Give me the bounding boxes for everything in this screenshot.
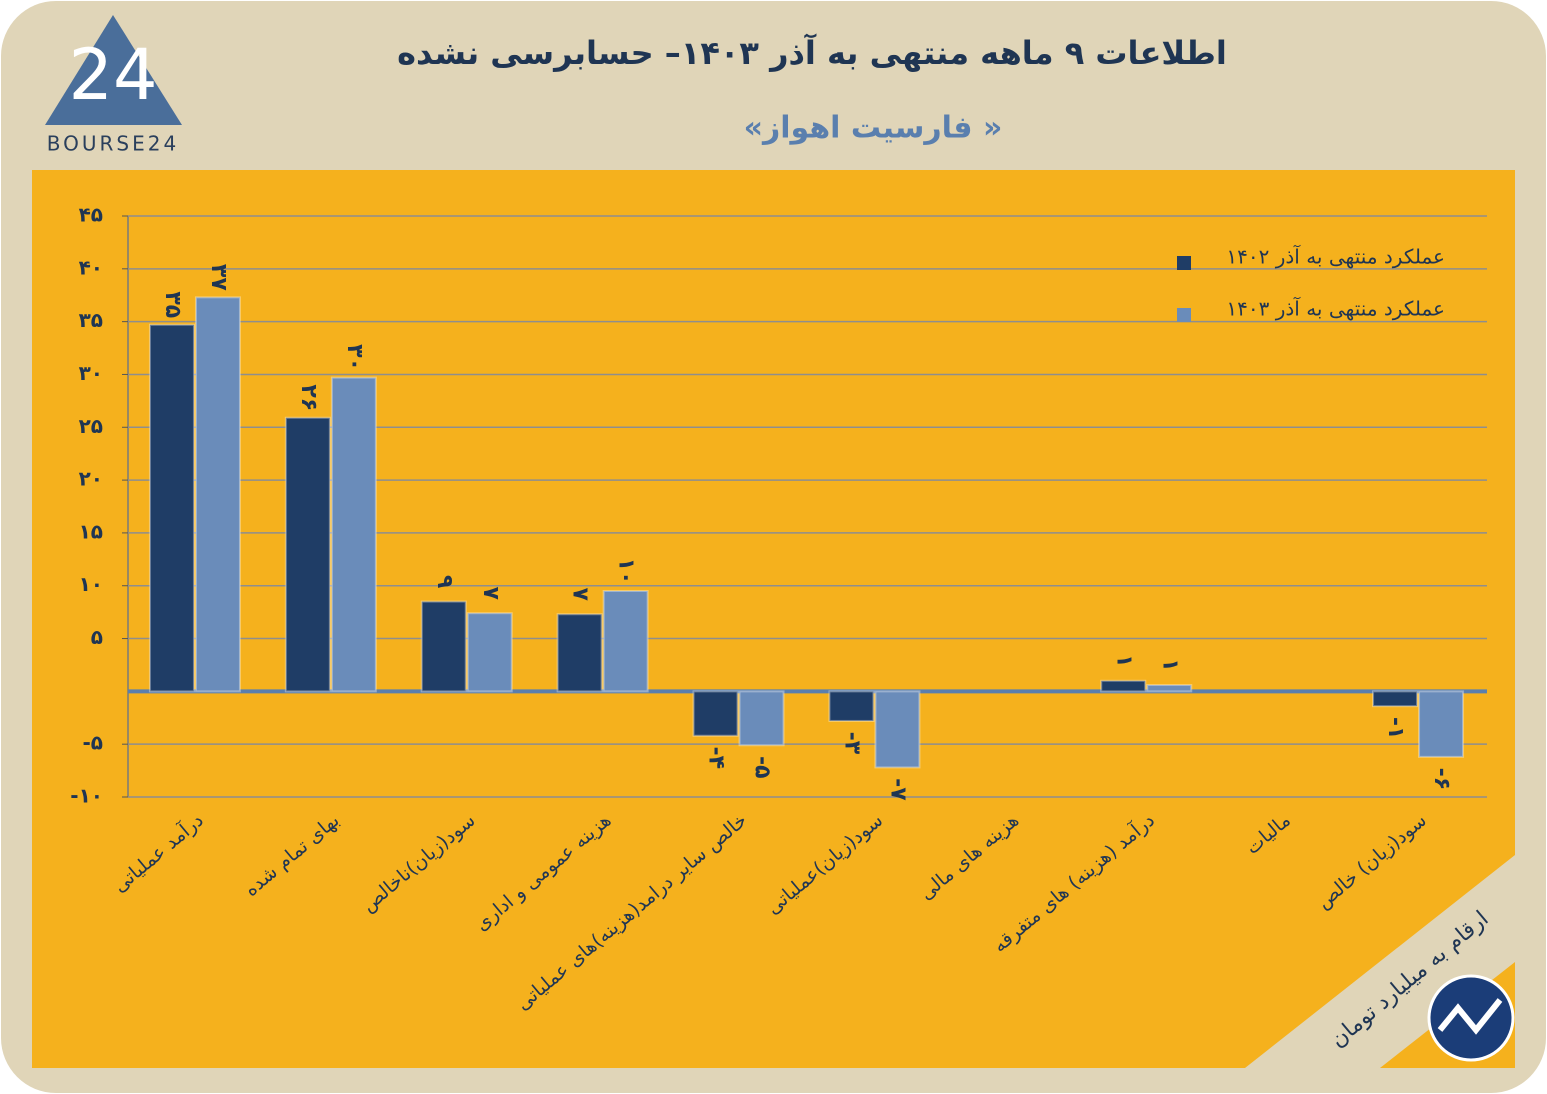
legend-swatch — [1177, 256, 1191, 270]
chart-title: اطلاعات ۹ ماهه منتهی به آذر ۱۴۰۳– حسابرس… — [397, 33, 1227, 72]
value-label: -۶ — [1429, 768, 1454, 791]
y-tick-label: ۳۵ — [79, 308, 103, 332]
legend-swatch — [1177, 308, 1191, 322]
value-label: ۳۷ — [206, 264, 231, 291]
chart-subtitle: «فارسیت اهواز » — [744, 111, 1003, 146]
bar — [828, 690, 875, 722]
y-tick-label: ۱۰ — [79, 572, 103, 596]
plot-panel — [32, 170, 1515, 1068]
value-label: ۷ — [478, 586, 503, 600]
value-label: ۷ — [568, 588, 593, 602]
y-tick-label: ۲۰ — [79, 467, 103, 491]
value-label: -۵ — [750, 756, 775, 779]
value-label: -۳ — [839, 732, 864, 755]
bar — [874, 690, 921, 769]
y-tick-label: ۴۰ — [79, 255, 103, 279]
value-label: -۱ — [1383, 717, 1408, 740]
value-label: -۷ — [885, 778, 910, 801]
logo-triangle — [45, 15, 182, 125]
y-tick-label: ۱۵ — [79, 519, 103, 543]
bar — [738, 690, 785, 747]
value-label: ۱ — [1157, 658, 1182, 671]
y-tick-label: ۵ — [91, 625, 103, 649]
y-tick-label: -۱۰ — [70, 784, 103, 808]
bar — [420, 600, 467, 693]
value-label: ۳۵ — [160, 291, 185, 318]
bar — [556, 613, 603, 693]
value-label: ۱۰ — [614, 558, 639, 585]
bar — [148, 323, 195, 693]
bar — [330, 376, 377, 693]
y-tick-label: ۲۵ — [79, 414, 103, 438]
bar — [1418, 690, 1465, 758]
y-tick-label: -۵ — [82, 731, 103, 755]
logo-text: BOURSE24 — [47, 132, 179, 156]
bar — [466, 612, 513, 693]
bar — [194, 296, 241, 693]
badge — [1427, 974, 1515, 1062]
y-tick-label: ۴۵ — [79, 203, 103, 227]
bar — [1146, 684, 1193, 693]
bar — [692, 690, 739, 737]
value-label: ۱ — [1111, 654, 1136, 667]
bar — [1372, 690, 1419, 708]
bar — [602, 590, 649, 693]
value-label: ۳۰ — [342, 344, 367, 371]
legend-label: عملکرد منتهی به آذر ۱۴۰۲ — [1226, 244, 1445, 269]
value-label: -۴ — [704, 746, 729, 769]
bar — [284, 416, 331, 693]
y-tick-label: ۳۰ — [79, 361, 103, 385]
legend-label: عملکرد منتهی به آذر ۱۴۰۳ — [1226, 296, 1445, 321]
value-label: ۹ — [432, 575, 457, 588]
logo-mark: 24 — [68, 34, 157, 116]
badge-icon — [1437, 998, 1503, 1035]
bar — [1100, 679, 1147, 693]
value-label: ۲۶ — [296, 384, 321, 411]
